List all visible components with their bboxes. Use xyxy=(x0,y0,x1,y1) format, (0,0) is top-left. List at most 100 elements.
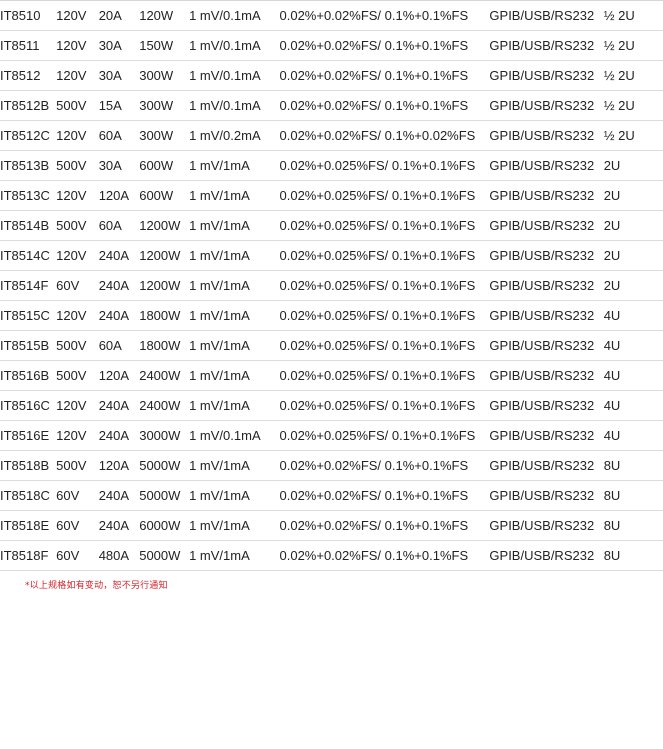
table-row: IT8512B 500V 15A 300W 1 mV/0.1mA 0.02%+0.02%F… xyxy=(0,90,663,121)
cell-current: 60A xyxy=(98,210,140,241)
cell-resolution: 1 mV/1mA xyxy=(189,360,280,391)
cell-resolution: 1 mV/0.1mA xyxy=(189,0,280,31)
cell-size: 4U xyxy=(603,360,663,391)
table-row: IT8515B 500V 60A 1800W 1 mV/1mA 0.02%+0.025%F… xyxy=(0,330,663,361)
cell-accuracy: 0.02%+0.025%FS/ 0.1%+0.1%FS xyxy=(279,150,490,181)
cell-size: ½ 2U xyxy=(603,90,663,121)
cell-size: 4U xyxy=(603,390,663,421)
cell-interface: GPIB/USB/RS232 xyxy=(489,270,604,301)
cell-power: 5000W xyxy=(139,540,190,571)
cell-interface: GPIB/USB/RS232 xyxy=(489,180,604,211)
cell-interface: GPIB/USB/RS232 xyxy=(489,360,604,391)
cell-accuracy: 0.02%+0.025%FS/ 0.1%+0.1%FS xyxy=(279,330,490,361)
cell-voltage: 500V xyxy=(56,210,99,241)
cell-accuracy: 0.02%+0.02%FS/ 0.1%+0.1%FS xyxy=(279,480,490,511)
cell-resolution: 1 mV/1mA xyxy=(189,450,280,481)
cell-interface: GPIB/USB/RS232 xyxy=(489,420,604,451)
cell-model: IT8511 xyxy=(0,30,57,61)
cell-voltage: 60V xyxy=(56,510,99,541)
cell-resolution: 1 mV/0.1mA xyxy=(189,420,280,451)
table-row: IT8514B 500V 60A 1200W 1 mV/1mA 0.02%+0.025%F… xyxy=(0,210,663,241)
cell-size: 2U xyxy=(603,210,663,241)
cell-accuracy: 0.02%+0.025%FS/ 0.1%+0.1%FS xyxy=(279,270,490,301)
page-whitespace xyxy=(0,592,663,732)
cell-accuracy: 0.02%+0.02%FS/ 0.1%+0.1%FS xyxy=(279,510,490,541)
cell-model: IT8518C xyxy=(0,480,57,511)
cell-power: 150W xyxy=(139,30,190,61)
specifications-table: IT8510 120V 20A 120W 1 mV/0.1mA 0.02%+0.02%FS… xyxy=(0,0,663,571)
cell-power: 1200W xyxy=(139,240,190,271)
cell-current: 240A xyxy=(98,480,140,511)
cell-interface: GPIB/USB/RS232 xyxy=(489,300,604,331)
cell-resolution: 1 mV/1mA xyxy=(189,390,280,421)
cell-interface: GPIB/USB/RS232 xyxy=(489,390,604,421)
cell-voltage: 500V xyxy=(56,330,99,361)
cell-size: 8U xyxy=(603,450,663,481)
cell-accuracy: 0.02%+0.025%FS/ 0.1%+0.1%FS xyxy=(279,390,490,421)
cell-current: 120A xyxy=(98,360,140,391)
cell-current: 480A xyxy=(98,540,140,571)
cell-accuracy: 0.02%+0.02%FS/ 0.1%+0.1%FS xyxy=(279,540,490,571)
cell-accuracy: 0.02%+0.02%FS/ 0.1%+0.1%FS xyxy=(279,60,490,91)
cell-accuracy: 0.02%+0.02%FS/ 0.1%+0.1%FS xyxy=(279,30,490,61)
cell-voltage: 500V xyxy=(56,360,99,391)
cell-resolution: 1 mV/1mA xyxy=(189,150,280,181)
cell-interface: GPIB/USB/RS232 xyxy=(489,450,604,481)
table-row: IT8515C 120V 240A 1800W 1 mV/1mA 0.02%+0.025%… xyxy=(0,300,663,331)
cell-accuracy: 0.02%+0.025%FS/ 0.1%+0.1%FS xyxy=(279,300,490,331)
cell-voltage: 60V xyxy=(56,270,99,301)
cell-resolution: 1 mV/0.1mA xyxy=(189,90,280,121)
cell-voltage: 500V xyxy=(56,90,99,121)
cell-size: 8U xyxy=(603,510,663,541)
cell-size: 2U xyxy=(603,270,663,301)
cell-voltage: 120V xyxy=(56,0,99,31)
cell-size: ½ 2U xyxy=(603,30,663,61)
cell-model: IT8515C xyxy=(0,300,57,331)
cell-model: IT8518F xyxy=(0,540,57,571)
cell-power: 6000W xyxy=(139,510,190,541)
cell-resolution: 1 mV/0.1mA xyxy=(189,30,280,61)
cell-power: 300W xyxy=(139,60,190,91)
cell-interface: GPIB/USB/RS232 xyxy=(489,330,604,361)
cell-voltage: 120V xyxy=(56,60,99,91)
cell-size: ½ 2U xyxy=(603,0,663,31)
cell-model: IT8514C xyxy=(0,240,57,271)
cell-model: IT8514F xyxy=(0,270,57,301)
cell-model: IT8513B xyxy=(0,150,57,181)
table-row: IT8514F 60V 240A 1200W 1 mV/1mA 0.02%+0.025%F… xyxy=(0,270,663,301)
cell-model: IT8516B xyxy=(0,360,57,391)
cell-current: 60A xyxy=(98,330,140,361)
cell-accuracy: 0.02%+0.025%FS/ 0.1%+0.1%FS xyxy=(279,240,490,271)
cell-current: 120A xyxy=(98,450,140,481)
cell-resolution: 1 mV/1mA xyxy=(189,480,280,511)
cell-resolution: 1 mV/1mA xyxy=(189,330,280,361)
table-row: IT8518F 60V 480A 5000W 1 mV/1mA 0.02%+0.02%FS… xyxy=(0,540,663,571)
cell-accuracy: 0.02%+0.025%FS/ 0.1%+0.1%FS xyxy=(279,360,490,391)
table-row: IT8516E 120V 240A 3000W 1 mV/0.1mA 0.02%+0.02… xyxy=(0,420,663,451)
cell-power: 5000W xyxy=(139,480,190,511)
cell-current: 120A xyxy=(98,180,140,211)
cell-voltage: 120V xyxy=(56,300,99,331)
cell-resolution: 1 mV/0.2mA xyxy=(189,120,280,151)
cell-size: ½ 2U xyxy=(603,60,663,91)
cell-resolution: 1 mV/1mA xyxy=(189,300,280,331)
cell-power: 600W xyxy=(139,180,190,211)
table-row: IT8516B 500V 120A 2400W 1 mV/1mA 0.02%+0.025%… xyxy=(0,360,663,391)
cell-power: 1200W xyxy=(139,210,190,241)
cell-model: IT8518E xyxy=(0,510,57,541)
cell-voltage: 120V xyxy=(56,180,99,211)
cell-size: 8U xyxy=(603,540,663,571)
cell-size: 2U xyxy=(603,240,663,271)
cell-accuracy: 0.02%+0.02%FS/ 0.1%+0.02%FS xyxy=(279,120,490,151)
cell-interface: GPIB/USB/RS232 xyxy=(489,60,604,91)
cell-voltage: 500V xyxy=(56,450,99,481)
cell-power: 300W xyxy=(139,90,190,121)
table-row: IT8513C 120V 120A 600W 1 mV/1mA 0.02%+0.025%F… xyxy=(0,180,663,211)
cell-voltage: 120V xyxy=(56,390,99,421)
cell-size: 4U xyxy=(603,300,663,331)
cell-model: IT8510 xyxy=(0,0,57,31)
cell-model: IT8515B xyxy=(0,330,57,361)
cell-accuracy: 0.02%+0.025%FS/ 0.1%+0.1%FS xyxy=(279,420,490,451)
cell-accuracy: 0.02%+0.02%FS/ 0.1%+0.1%FS xyxy=(279,0,490,31)
cell-resolution: 1 mV/0.1mA xyxy=(189,60,280,91)
